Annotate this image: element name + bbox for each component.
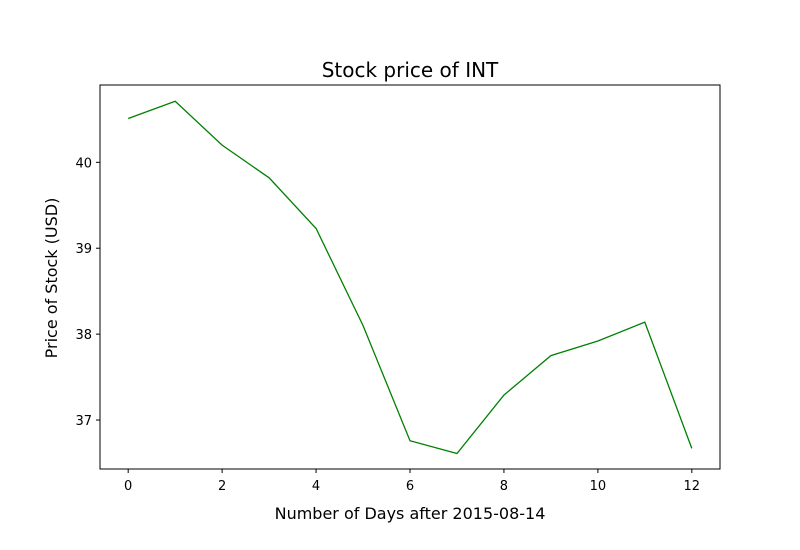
x-tick-label: 6 bbox=[406, 479, 414, 494]
x-tick-label: 2 bbox=[218, 479, 226, 494]
x-tick-label: 0 bbox=[124, 479, 132, 494]
x-tick-label: 8 bbox=[500, 479, 508, 494]
x-tick-label: 12 bbox=[684, 479, 701, 494]
x-tick-label: 10 bbox=[590, 479, 607, 494]
chart-title: Stock price of INT bbox=[322, 58, 499, 82]
y-tick-label: 40 bbox=[75, 156, 92, 171]
series-line bbox=[127, 100, 693, 455]
x-axis-ticks: 0 2 4 6 8 10 12 bbox=[124, 469, 700, 494]
y-axis-label: Price of Stock (USD) bbox=[42, 198, 61, 359]
y-tick-label: 39 bbox=[75, 242, 92, 257]
x-tick-label: 4 bbox=[312, 479, 320, 494]
plot-area-frame bbox=[99, 84, 721, 470]
y-tick-label: 38 bbox=[75, 328, 92, 343]
y-tick-label: 37 bbox=[75, 414, 92, 429]
y-axis-ticks: 37 38 39 40 bbox=[75, 156, 100, 429]
x-axis-label: Number of Days after 2015-08-14 bbox=[275, 504, 546, 523]
